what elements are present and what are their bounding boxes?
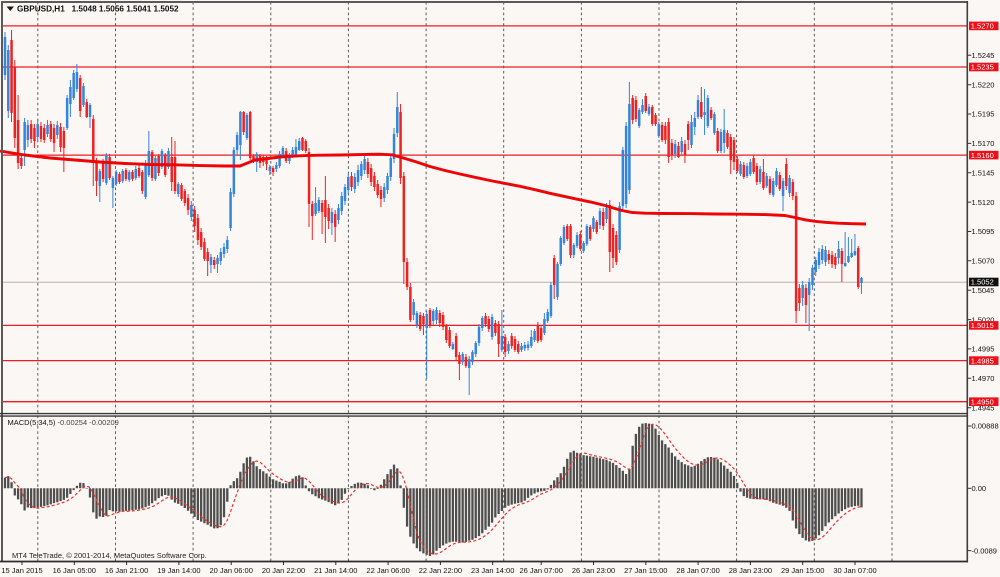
svg-text:1.5195: 1.5195 <box>972 110 995 119</box>
svg-text:23 Jan 14:00: 23 Jan 14:00 <box>471 566 514 575</box>
svg-text:20 Jan 22:00: 20 Jan 22:00 <box>262 566 305 575</box>
svg-text:16 Jan 05:00: 16 Jan 05:00 <box>53 566 96 575</box>
svg-text:19 Jan 14:00: 19 Jan 14:00 <box>157 566 200 575</box>
svg-text:1.5245: 1.5245 <box>972 51 995 60</box>
svg-text:1.4970: 1.4970 <box>972 374 995 383</box>
svg-text:1.5095: 1.5095 <box>972 227 995 236</box>
svg-text:1.5270: 1.5270 <box>971 22 994 31</box>
svg-text:1.5020: 1.5020 <box>972 315 995 324</box>
svg-text:1.5052: 1.5052 <box>971 278 994 287</box>
svg-text:15 Jan 2015: 15 Jan 2015 <box>1 566 42 575</box>
svg-text:27 Jan 15:00: 27 Jan 15:00 <box>624 566 667 575</box>
svg-text:20 Jan 06:00: 20 Jan 06:00 <box>210 566 253 575</box>
svg-text:MACD(5,34,5) -0.00254 -0.00209: MACD(5,34,5) -0.00254 -0.00209 <box>8 418 119 427</box>
svg-text:30 Jan 07:00: 30 Jan 07:00 <box>833 566 876 575</box>
svg-text:1.5145: 1.5145 <box>972 169 995 178</box>
svg-text:22 Jan 22:00: 22 Jan 22:00 <box>419 566 462 575</box>
svg-text:0.00888: 0.00888 <box>972 422 999 431</box>
svg-text:21 Jan 14:00: 21 Jan 14:00 <box>314 566 357 575</box>
svg-text:1.4950: 1.4950 <box>971 397 994 406</box>
svg-text:GBPUSD,H1 1.5048 1.5056 1.50: GBPUSD,H1 1.5048 1.5056 1.5041 1.5052 <box>17 5 179 14</box>
svg-text:MT4 TeleTrade, © 2001-2014, Me: MT4 TeleTrade, © 2001-2014, MetaQuotes S… <box>12 551 207 560</box>
svg-text:1.4995: 1.4995 <box>972 345 995 354</box>
svg-text:1.5070: 1.5070 <box>972 257 995 266</box>
svg-text:1.5220: 1.5220 <box>972 80 995 89</box>
svg-text:16 Jan 21:00: 16 Jan 21:00 <box>105 566 148 575</box>
svg-text:26 Jan 23:00: 26 Jan 23:00 <box>572 566 615 575</box>
svg-text:0.00: 0.00 <box>972 484 987 493</box>
svg-text:1.5120: 1.5120 <box>972 198 995 207</box>
svg-text:1.5160: 1.5160 <box>971 151 994 160</box>
svg-text:22 Jan 06:00: 22 Jan 06:00 <box>366 566 409 575</box>
svg-text:1.5015: 1.5015 <box>971 321 994 330</box>
svg-text:28 Jan 07:00: 28 Jan 07:00 <box>676 566 719 575</box>
svg-text:28 Jan 23:00: 28 Jan 23:00 <box>729 566 772 575</box>
svg-text:1.4985: 1.4985 <box>971 356 994 365</box>
svg-text:-0.0089: -0.0089 <box>972 546 997 555</box>
svg-text:1.5235: 1.5235 <box>971 63 994 72</box>
svg-text:1.5170: 1.5170 <box>972 139 995 148</box>
svg-text:1.4945: 1.4945 <box>972 403 995 412</box>
svg-text:1.5045: 1.5045 <box>972 286 995 295</box>
svg-text:29 Jan 15:00: 29 Jan 15:00 <box>781 566 824 575</box>
svg-text:26 Jan 07:00: 26 Jan 07:00 <box>520 566 563 575</box>
